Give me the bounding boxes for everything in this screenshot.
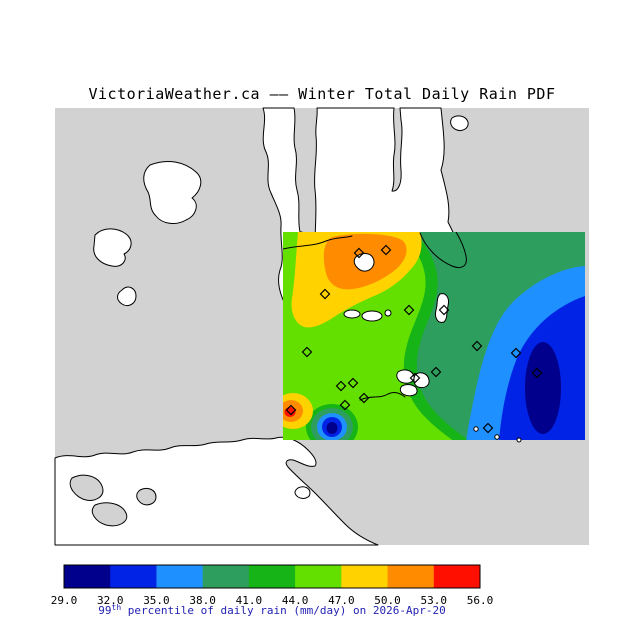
caption-superscript: th — [112, 603, 122, 612]
island-left-mid — [93, 228, 132, 267]
station-markers — [285, 244, 543, 434]
station-marker — [471, 340, 483, 352]
colorbar-tick: 47.0 — [328, 594, 355, 607]
lake-south-2 — [91, 502, 128, 527]
colorbar-tick-labels: 29.0 32.0 35.0 38.0 41.0 44.0 47.0 50.0 53.0 56.0 — [51, 594, 494, 607]
lake-south-3 — [136, 487, 157, 506]
station-marker — [339, 399, 351, 411]
station-marker — [353, 247, 365, 259]
colorbar-tick: 44.0 — [282, 594, 309, 607]
station-marker — [358, 392, 370, 404]
colorbar-segment — [110, 565, 157, 588]
station-marker — [403, 304, 415, 316]
lake-south-1 — [69, 474, 104, 501]
station-marker — [482, 422, 494, 434]
island-oakbay-a — [396, 369, 415, 384]
coastline-hint-northwest — [283, 235, 353, 250]
islet-southeast-b — [494, 434, 500, 440]
colorbar-tick: 35.0 — [143, 594, 170, 607]
station-marker — [430, 366, 442, 378]
station-marker — [380, 244, 392, 256]
island-field-mid-c — [384, 309, 392, 317]
islet-top-right — [450, 115, 469, 131]
island-field-mid-b — [361, 310, 383, 322]
colorbar — [64, 565, 481, 588]
colorbar-tick: 53.0 — [421, 594, 448, 607]
station-marker — [301, 346, 313, 358]
colorbar-segment — [433, 565, 481, 588]
station-marker — [319, 288, 331, 300]
colorbar-tick: 29.0 — [51, 594, 78, 607]
colorbar-segment — [156, 565, 204, 588]
figure-title: VictoriaWeather.ca —— Winter Total Daily… — [88, 85, 555, 103]
islet-southeast-a — [473, 426, 479, 432]
colorbar-segment — [64, 565, 111, 588]
islet-southeast-c — [516, 437, 522, 443]
station-marker — [285, 404, 297, 416]
contour-navy-core-east — [525, 342, 561, 434]
coastline-hint-northeast — [419, 232, 467, 269]
station-marker — [438, 304, 450, 316]
station-marker — [335, 380, 347, 392]
station-marker — [510, 347, 522, 359]
figure-caption: 99th percentile of daily rain (mm/day) o… — [98, 603, 445, 617]
contour-navy-core-south — [326, 422, 338, 434]
caption-rest: percentile of daily rain (mm/day) on 202… — [121, 604, 446, 617]
islet-strait — [294, 486, 311, 499]
colorbar-border — [63, 564, 481, 589]
colorbar-segment — [341, 565, 389, 588]
island-left-small — [117, 286, 137, 307]
station-marker — [531, 367, 543, 379]
station-marker — [347, 377, 359, 389]
colorbar-segment — [248, 565, 296, 588]
island-oakbay-c — [399, 384, 418, 397]
caption-prefix: 99 — [98, 604, 111, 617]
colorbar-tick: 56.0 — [467, 594, 494, 607]
rain-field — [283, 232, 585, 440]
land-south — [54, 436, 379, 546]
colorbar-tick: 32.0 — [97, 594, 124, 607]
island-left-large — [143, 161, 202, 224]
colorbar-tick: 38.0 — [189, 594, 216, 607]
colorbar-tick: 50.0 — [374, 594, 401, 607]
island-field-mid-a — [343, 309, 361, 319]
colorbar-segment — [295, 565, 342, 588]
station-marker — [409, 372, 421, 384]
colorbar-tick: 41.0 — [236, 594, 263, 607]
colorbar-segment — [387, 565, 435, 588]
colorbar-segment — [202, 565, 250, 588]
